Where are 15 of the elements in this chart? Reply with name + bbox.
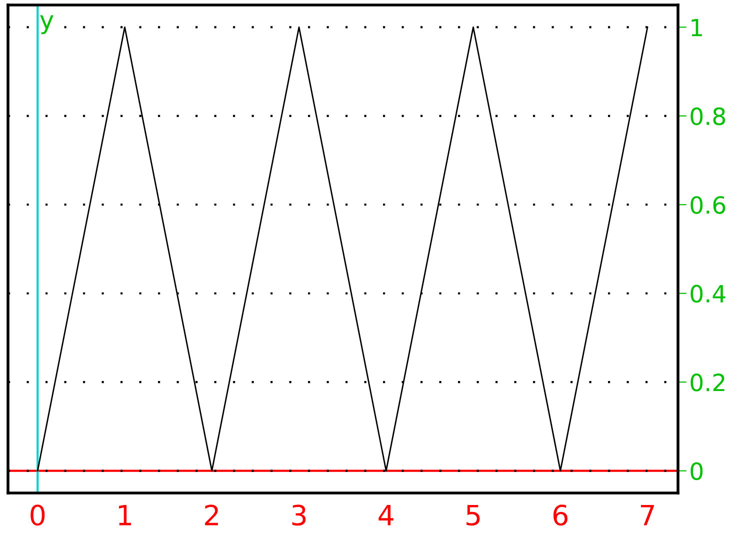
y-tick-label: 0.2 (690, 374, 724, 392)
y-tick-label: 0.4 (690, 284, 726, 303)
y-tick-label: 0 (690, 462, 703, 480)
y-tick-label: 0.6 (690, 196, 726, 214)
x-tick-label: 0 (30, 504, 45, 526)
x-tick-label: 5 (466, 504, 480, 526)
x-tick-label: 2 (205, 504, 218, 526)
x-tick-label: 1 (118, 504, 132, 526)
x-tick-label: 3 (292, 504, 306, 526)
x-tick-label: 7 (640, 504, 654, 526)
y-axis-title: y (40, 15, 54, 34)
y-tick-label: 0.8 (690, 107, 726, 126)
x-tick-label: 6 (553, 504, 568, 526)
x-tick-label: 4 (378, 504, 394, 526)
y-tick-label: 1 (692, 18, 702, 36)
